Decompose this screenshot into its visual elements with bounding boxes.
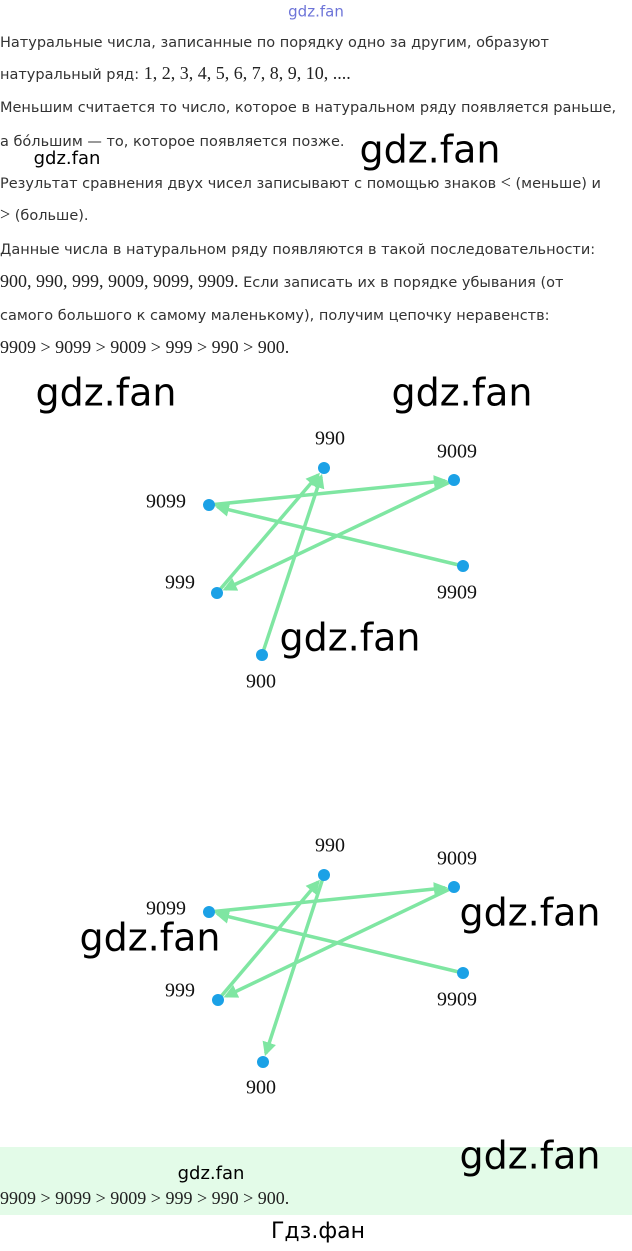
span: натуральный ряд: (0, 67, 144, 83)
text-line: 9909 > 9099 > 9009 > 999 > 990 > 900. (0, 337, 289, 357)
text-line: Результат сравнения двух чисел записываю… (0, 172, 601, 192)
arrow (215, 472, 320, 595)
node (212, 994, 224, 1006)
node-label: 9909 (437, 582, 477, 604)
node (448, 881, 460, 893)
node-label: 9099 (146, 491, 186, 513)
node (318, 869, 330, 881)
node (203, 499, 215, 511)
node (457, 560, 469, 572)
answer-text: 9909 > 9099 > 9009 > 999 > 990 > 900. (0, 1188, 289, 1208)
arrow (216, 879, 320, 1002)
header-watermark: gdz.fan (288, 3, 344, 21)
text-line: 900, 990, 999, 9009, 9099, 9909. Если за… (0, 271, 564, 291)
arrow (260, 473, 325, 656)
node (257, 1056, 269, 1068)
watermark: gdz.fan (459, 1134, 600, 1178)
math: 1, 2, 3, 4, 5, 6, 7, 8, 9, 10, .... (144, 63, 351, 83)
node-label: 900 (246, 671, 276, 693)
text-line: самого большого к самому маленькому), по… (0, 308, 550, 324)
text-line: Натуральные числа, записанные по порядку… (0, 35, 549, 51)
node (211, 587, 223, 599)
node (457, 967, 469, 979)
node (256, 649, 268, 661)
answer-watermark: gdz.fan (178, 1163, 245, 1184)
span: самого большого к самому маленькому), по… (0, 308, 550, 324)
text-line: а бо́льшим — то, которое появляется позж… (0, 134, 345, 150)
span: Меньшим считается то число, которое в на… (0, 100, 616, 116)
node-label: 9009 (437, 441, 477, 463)
node (448, 474, 460, 486)
node-label: 999 (165, 572, 195, 594)
math: 900, 990, 999, 9009, 9099, 9909. (0, 271, 239, 291)
arrow (223, 885, 455, 998)
text-line: натуральный ряд: 1, 2, 3, 4, 5, 6, 7, 8,… (0, 63, 351, 83)
watermark: gdz.fan (459, 891, 600, 935)
arrow (222, 478, 455, 591)
arrow (262, 874, 326, 1057)
span: а бо́льшим — то, которое появляется позж… (0, 134, 345, 150)
text-line: > (больше). (0, 204, 89, 224)
node-label: 999 (165, 980, 195, 1002)
node-label: 9099 (146, 898, 186, 920)
arrow (215, 502, 464, 568)
math: 9909 > 9099 > 9009 > 999 > 990 > 900. (0, 337, 289, 357)
node-label: 9009 (437, 848, 477, 870)
span: (меньше) и (511, 176, 601, 192)
arrow (208, 475, 448, 507)
watermark: gdz.fan (35, 371, 176, 415)
watermark: gdz.fan (279, 616, 420, 660)
math: < (501, 172, 511, 192)
span: Данные числа в натуральном ряду появляют… (0, 242, 595, 258)
span: Результат сравнения двух чисел записываю… (0, 176, 501, 192)
text-line: Меньшим считается то число, которое в на… (0, 100, 616, 116)
span: Натуральные числа, записанные по порядку… (0, 35, 549, 51)
node-label: 990 (315, 428, 345, 450)
arrow (215, 909, 464, 975)
arrow (208, 882, 448, 914)
node-label: 9909 (437, 989, 477, 1011)
math: > (0, 204, 10, 224)
watermark: gdz.fan (34, 148, 101, 169)
span: Если записать их в порядке убывания (от (239, 275, 565, 291)
watermark: gdz.fan (391, 371, 532, 415)
node (318, 462, 330, 474)
watermark: gdz.fan (79, 916, 220, 960)
footer: Гдз.фан (271, 1219, 365, 1244)
answer-box (0, 1147, 632, 1215)
span: (больше). (10, 208, 88, 224)
node (203, 906, 215, 918)
text-line: Данные числа в натуральном ряду появляют… (0, 242, 595, 258)
node-label: 990 (315, 835, 345, 857)
watermark: gdz.fan (359, 128, 500, 172)
node-label: 900 (246, 1077, 276, 1099)
